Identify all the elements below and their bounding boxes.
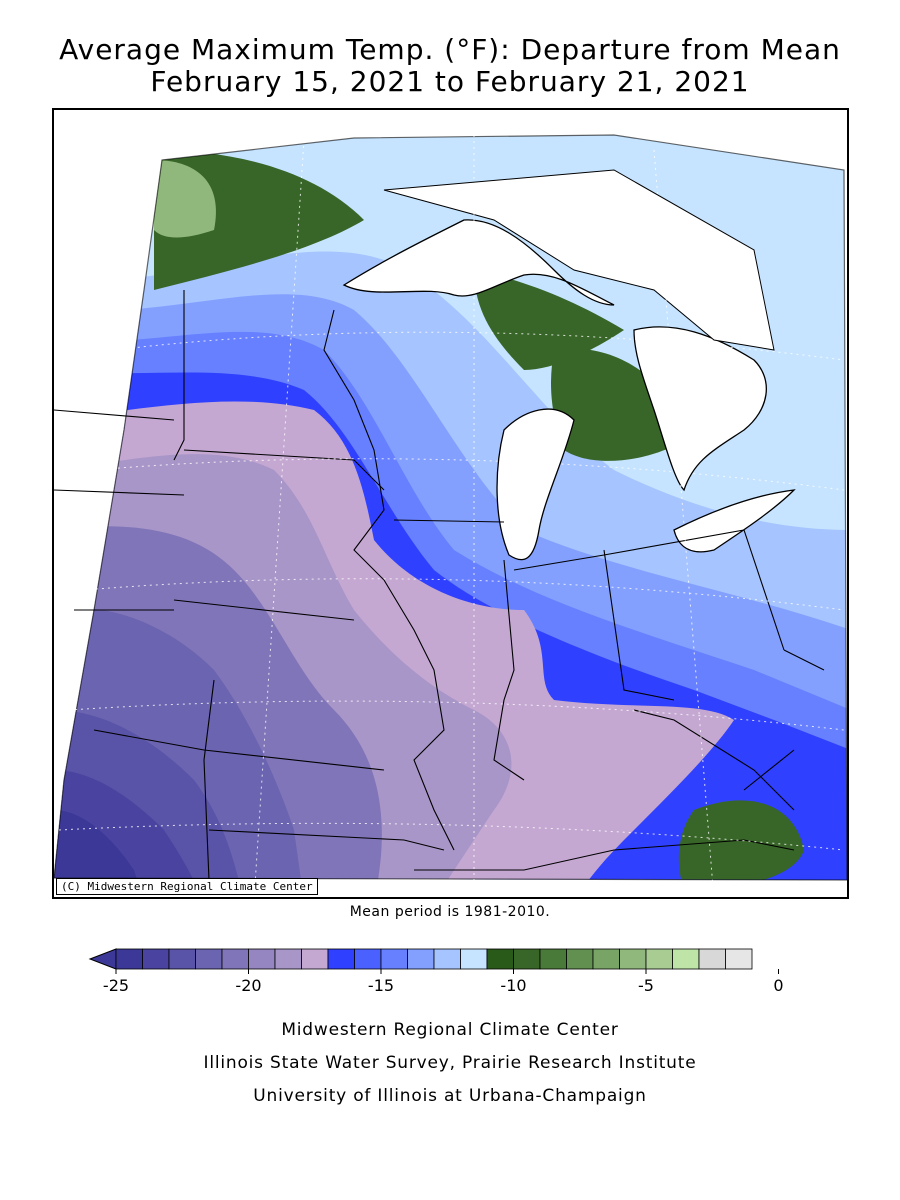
legend-bin (301, 948, 329, 970)
legend-bin (248, 948, 276, 970)
temperature-map (54, 134, 847, 897)
legend-bin (592, 948, 620, 970)
footer-org: Midwestern Regional Climate Center (281, 1020, 619, 1040)
legend-bin (221, 948, 249, 970)
footer-university: University of Illinois at Urbana-Champai… (253, 1086, 647, 1106)
legend-bin (513, 948, 541, 970)
legend-tick-label: -25 (103, 976, 129, 995)
copyright-label: (C) Midwestern Regional Climate Center (56, 878, 318, 895)
legend-tick-label: -15 (368, 976, 394, 995)
legend-bin (354, 948, 382, 970)
legend-bin (274, 948, 302, 970)
domain-outline (54, 134, 847, 881)
lake-huron (633, 326, 767, 492)
footer-survey: Illinois State Water Survey, Prairie Res… (203, 1053, 697, 1073)
map-title: Average Maximum Temp. (°F): Departure fr… (59, 33, 841, 66)
legend-bin (725, 948, 753, 970)
color-legend: -25 -20 -15 -10 -5 0 (88, 948, 784, 995)
legend-bin (698, 948, 726, 970)
legend-bin (539, 948, 567, 970)
map-date-range: February 15, 2021 to February 21, 2021 (150, 65, 750, 98)
map-panel: (C) Midwestern Regional Climate Center (52, 108, 849, 899)
legend-arrow (88, 948, 117, 970)
legend-bins (88, 948, 753, 970)
legend-bin (645, 948, 673, 970)
state-boundaries (54, 290, 825, 881)
legend-bin (407, 948, 435, 970)
legend-tick-label: 0 (773, 976, 783, 995)
legend-bin (195, 948, 223, 970)
legend-tick-label: -5 (638, 976, 654, 995)
legend-bin (168, 948, 196, 970)
lake-michigan (496, 408, 575, 561)
legend-bin (380, 948, 408, 970)
legend-bin (433, 948, 461, 970)
mean-period-note: Mean period is 1981-2010. (349, 904, 551, 920)
lake-erie (673, 489, 796, 553)
departure-shading (54, 135, 847, 880)
legend-ticks: -25 -20 -15 -10 -5 0 (103, 969, 784, 995)
legend-bin (327, 948, 355, 970)
great-lakes (342, 219, 796, 561)
legend-bin (619, 948, 647, 970)
canada-area (383, 169, 775, 351)
legend-bin (566, 948, 594, 970)
legend-bin (486, 948, 514, 970)
graticule (58, 135, 845, 897)
legend-bin (460, 948, 488, 970)
legend-bin (672, 948, 700, 970)
legend-tick-label: -20 (235, 976, 261, 995)
legend-bin (115, 948, 143, 970)
legend-bin (142, 948, 170, 970)
legend-tick-label: -10 (500, 976, 526, 995)
lake-superior (342, 219, 615, 306)
